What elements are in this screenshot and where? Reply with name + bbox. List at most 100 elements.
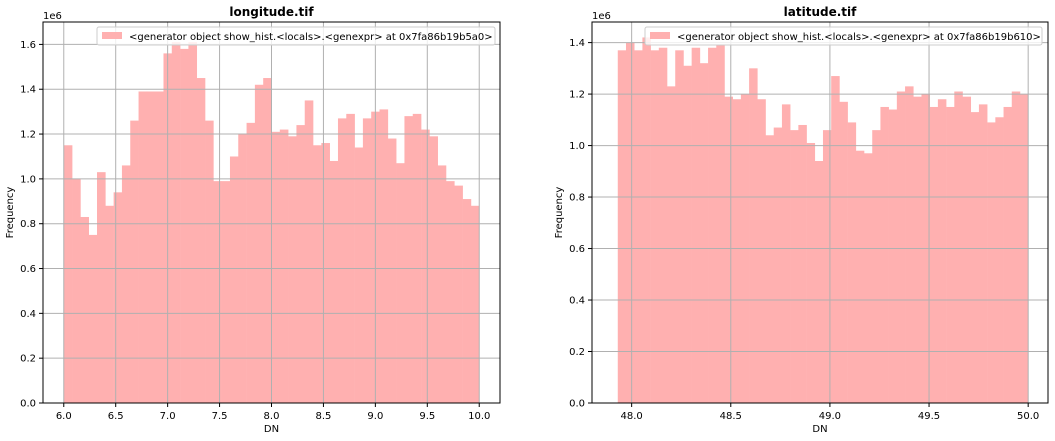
- legend: <generator object show_hist.<locals>.<ge…: [644, 26, 1043, 46]
- histogram-bar: [691, 47, 701, 403]
- histogram-bar: [279, 129, 289, 403]
- histogram-bar: [913, 96, 922, 404]
- x-tick-label: 9.0: [367, 411, 383, 422]
- histogram-bar: [658, 47, 668, 403]
- y-tick-label: 0.0: [569, 399, 585, 410]
- y-tick-label: 1.2: [20, 130, 36, 141]
- histogram-bar: [229, 156, 239, 403]
- histogram-bar: [708, 47, 717, 403]
- x-tick-label: 49.0: [819, 411, 841, 422]
- x-tick-label: 50.0: [1017, 411, 1039, 422]
- histogram-bar: [180, 48, 189, 404]
- histogram-bar: [954, 91, 963, 403]
- histogram-bar: [617, 50, 627, 403]
- x-tick-label: 6.5: [108, 411, 124, 422]
- histogram-bar: [798, 124, 807, 404]
- histogram-bar: [221, 181, 231, 403]
- legend-label: <generator object show_hist.<locals>.<ge…: [129, 32, 493, 43]
- chart-title: longitude.tif: [229, 5, 314, 19]
- histogram-bar: [146, 91, 156, 403]
- histogram-bar: [625, 42, 635, 403]
- histogram-bar: [304, 100, 314, 404]
- x-axis-label: DN: [812, 424, 827, 435]
- y-scale-label: 1e6: [43, 11, 62, 22]
- histogram-bar: [790, 130, 799, 403]
- legend-swatch: [102, 32, 122, 39]
- histogram-bar: [271, 131, 281, 404]
- histogram-bar: [847, 122, 857, 403]
- histogram-bar: [263, 78, 272, 403]
- y-tick-label: 1.0: [20, 174, 36, 185]
- histogram-bar: [667, 86, 676, 404]
- histogram-bar: [412, 113, 422, 403]
- x-tick-label: 48.0: [621, 411, 643, 422]
- histogram-bar: [354, 147, 364, 403]
- histogram-bar: [642, 37, 651, 403]
- histogram-bar: [855, 150, 865, 403]
- histogram-bar: [946, 106, 955, 404]
- x-tick-label: 49.5: [918, 411, 940, 422]
- histogram-bar: [404, 116, 414, 404]
- y-axis-label: Frequency: [5, 187, 16, 239]
- histogram-bar: [113, 192, 123, 403]
- histogram-bar: [831, 76, 840, 403]
- histogram-bar: [72, 178, 81, 403]
- histogram-bar: [814, 161, 824, 403]
- histogram-bar: [396, 163, 405, 403]
- histogram-bar: [757, 99, 766, 403]
- histogram-bar: [88, 234, 98, 403]
- histogram-bar: [749, 68, 758, 404]
- histogram-bar: [313, 145, 322, 403]
- histogram-bar: [822, 130, 832, 403]
- histogram-bar: [329, 160, 339, 403]
- y-tick-label: 1.6: [20, 40, 36, 51]
- histogram-bar: [781, 104, 791, 403]
- histogram-bar: [246, 122, 256, 404]
- histogram-bar: [987, 122, 996, 403]
- histogram-bar: [872, 130, 881, 403]
- histogram-bar: [888, 109, 898, 403]
- x-tick-label: 6.0: [56, 411, 72, 422]
- histogram-bar: [254, 84, 264, 404]
- histogram-bar: [724, 96, 733, 404]
- histogram-bar: [839, 101, 848, 404]
- axes-frame: [591, 21, 1049, 404]
- histogram-bar: [978, 104, 988, 403]
- y-scale-label: 1e6: [592, 11, 611, 22]
- histogram-bar: [97, 172, 106, 403]
- legend-swatch: [650, 32, 670, 39]
- y-tick-label: 0.6: [20, 264, 36, 275]
- x-tick-label: 7.0: [160, 411, 176, 422]
- histogram-bar: [171, 42, 181, 403]
- histogram-bar: [905, 86, 914, 404]
- x-tick-label: 7.5: [212, 411, 228, 422]
- histogram-bar: [675, 50, 684, 403]
- histogram-bar: [362, 118, 372, 403]
- legend-box: [96, 26, 496, 46]
- histogram-bar: [296, 125, 306, 403]
- axes-frame: [42, 21, 501, 404]
- histogram-bar: [196, 78, 206, 403]
- histogram-bar: [732, 99, 742, 403]
- histogram-bar: [650, 50, 660, 403]
- histogram-bar: [321, 143, 330, 403]
- histogram-bar: [437, 165, 447, 403]
- histogram-bar: [929, 106, 939, 404]
- histogram-bar: [1011, 91, 1021, 403]
- x-axis-label: DN: [264, 424, 279, 435]
- histogram-bar: [806, 142, 816, 404]
- histogram-bar: [454, 185, 463, 403]
- y-tick-label: 0.6: [569, 244, 585, 255]
- histogram-bar: [765, 135, 775, 403]
- histogram-bar: [121, 165, 131, 403]
- y-tick-label: 1.4: [20, 85, 36, 96]
- histogram-bar: [188, 42, 198, 403]
- histogram-bar: [421, 129, 430, 403]
- histogram-bar: [896, 91, 906, 403]
- y-tick-label: 0.8: [20, 219, 36, 230]
- chart-title: latitude.tif: [784, 5, 857, 19]
- histogram-bar: [470, 205, 480, 403]
- legend: <generator object show_hist.<locals>.<ge…: [96, 26, 496, 46]
- histogram-bar: [63, 145, 73, 403]
